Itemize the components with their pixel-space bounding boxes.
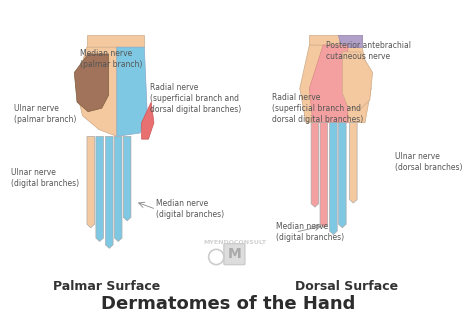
Polygon shape xyxy=(87,137,94,228)
Text: Dorsal Surface: Dorsal Surface xyxy=(295,280,399,293)
Polygon shape xyxy=(349,123,357,203)
Text: Ulnar nerve
(digital branches): Ulnar nerve (digital branches) xyxy=(11,168,79,188)
Text: MYENDOCONSULT: MYENDOCONSULT xyxy=(203,240,266,245)
Polygon shape xyxy=(342,52,373,109)
Text: Median nerve
(palmar branch): Median nerve (palmar branch) xyxy=(80,49,142,69)
Text: Radial nerve
(superficial branch and
dorsal digital branches): Radial nerve (superficial branch and dor… xyxy=(149,83,241,114)
Polygon shape xyxy=(338,123,346,228)
Polygon shape xyxy=(320,123,328,228)
Text: M: M xyxy=(228,247,241,261)
Polygon shape xyxy=(87,35,144,47)
Polygon shape xyxy=(123,137,131,221)
FancyBboxPatch shape xyxy=(224,244,245,264)
Polygon shape xyxy=(329,123,337,234)
Text: Palmar Surface: Palmar Surface xyxy=(53,280,160,293)
Text: Dermatomes of the Hand: Dermatomes of the Hand xyxy=(100,295,355,313)
Text: Radial nerve
(superficial branch and
dorsal digital branches): Radial nerve (superficial branch and dor… xyxy=(272,93,363,124)
Polygon shape xyxy=(106,137,113,248)
Polygon shape xyxy=(117,47,147,137)
Polygon shape xyxy=(96,137,103,241)
Polygon shape xyxy=(311,123,319,207)
Polygon shape xyxy=(310,45,348,123)
Polygon shape xyxy=(74,54,109,112)
Polygon shape xyxy=(338,35,362,47)
Polygon shape xyxy=(142,102,154,139)
Text: Ulnar nerve
(dorsal branches): Ulnar nerve (dorsal branches) xyxy=(395,152,462,172)
Text: Median nerve
(digital branches): Median nerve (digital branches) xyxy=(276,222,345,242)
Text: Median nerve
(digital branches): Median nerve (digital branches) xyxy=(156,199,224,219)
Polygon shape xyxy=(300,45,371,123)
Polygon shape xyxy=(76,47,117,137)
Polygon shape xyxy=(114,137,122,241)
Text: Posterior antebrachial
cutaneous nerve: Posterior antebrachial cutaneous nerve xyxy=(326,41,411,61)
Text: Ulnar nerve
(palmar branch): Ulnar nerve (palmar branch) xyxy=(14,104,76,124)
Polygon shape xyxy=(310,35,362,45)
